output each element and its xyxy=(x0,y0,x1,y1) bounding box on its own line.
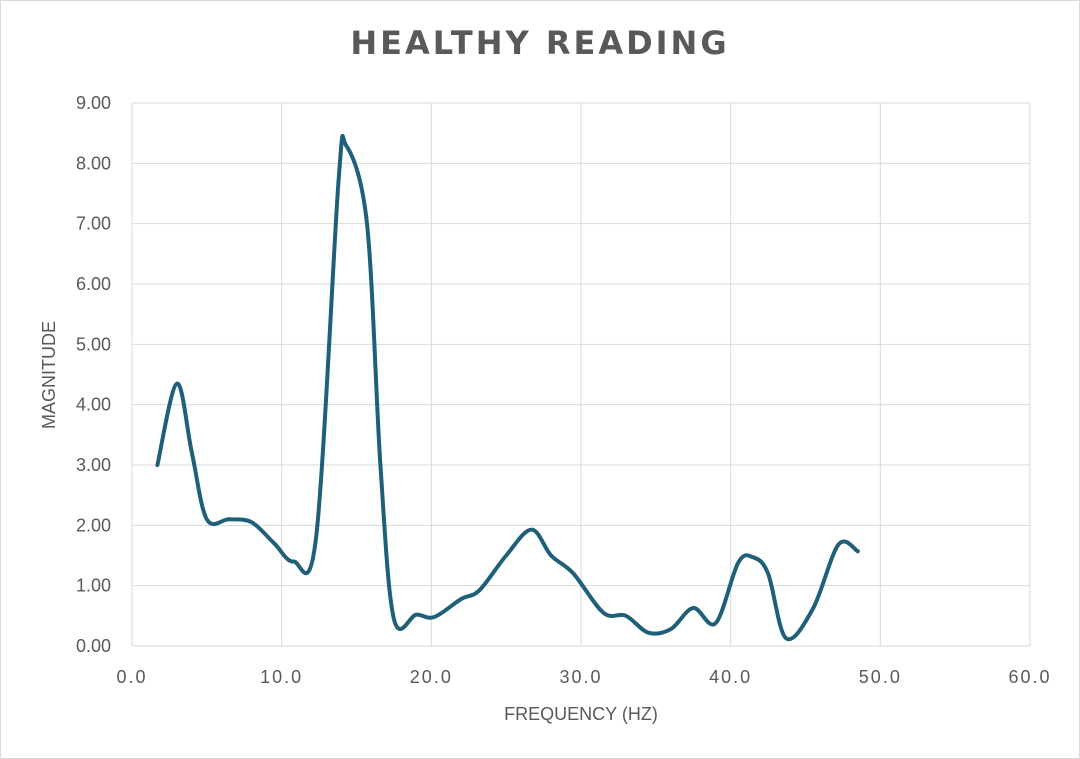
x-tick-label: 30.0 xyxy=(559,667,602,687)
y-tick-label: 5.00 xyxy=(76,334,111,354)
y-tick-label: 9.00 xyxy=(76,93,111,113)
chart-title: HEALTHY READING xyxy=(350,24,730,62)
x-tick-label: 20.0 xyxy=(410,667,453,687)
x-tick-label: 40.0 xyxy=(709,667,752,687)
y-tick-label: 6.00 xyxy=(76,274,111,294)
y-tick-label: 2.00 xyxy=(76,515,111,535)
y-tick-labels: 0.00 1.00 2.00 3.00 4.00 5.00 6.00 7.00 8.00 9.00 xyxy=(76,93,111,656)
x-tick-label: 10.0 xyxy=(260,667,303,687)
series-line xyxy=(155,134,860,642)
x-tick-labels: 0.0 10.0 20.0 30.0 40.0 50.0 60.0 xyxy=(116,667,1051,687)
y-tick-label: 0.00 xyxy=(76,636,111,656)
y-tick-label: 4.00 xyxy=(76,395,111,415)
x-tick-label: 0.0 xyxy=(116,667,147,687)
x-axis-label: FREQUENCY (HZ) xyxy=(504,704,658,724)
y-axis-label: MAGNITUDE xyxy=(39,321,59,429)
x-tick-label: 50.0 xyxy=(859,667,902,687)
y-tick-label: 3.00 xyxy=(76,455,111,475)
y-tick-label: 7.00 xyxy=(76,214,111,234)
y-tick-label: 8.00 xyxy=(76,153,111,173)
x-tick-label: 60.0 xyxy=(1008,667,1051,687)
grid-lines xyxy=(131,102,1031,647)
y-tick-label: 1.00 xyxy=(76,576,111,596)
